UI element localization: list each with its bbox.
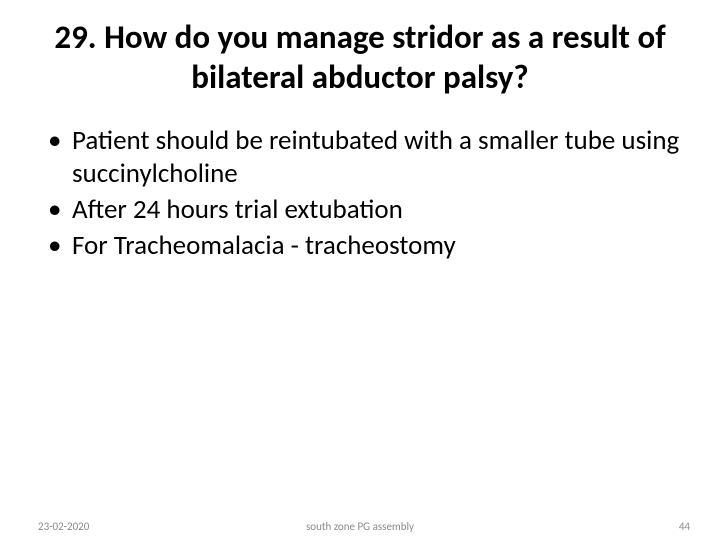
bullet-list: Patient should be reintubated with a sma… [36, 125, 684, 263]
footer-center: south zone PG assembly [0, 520, 720, 533]
footer-page-number: 44 [679, 520, 690, 533]
list-item: For Tracheomalacia - tracheostomy [44, 230, 684, 262]
list-item: After 24 hours trial extubation [44, 194, 684, 226]
slide-title: 29. How do you manage stridor as a resul… [36, 18, 684, 97]
slide: 29. How do you manage stridor as a resul… [0, 0, 720, 540]
list-item: Patient should be reintubated with a sma… [44, 125, 684, 190]
